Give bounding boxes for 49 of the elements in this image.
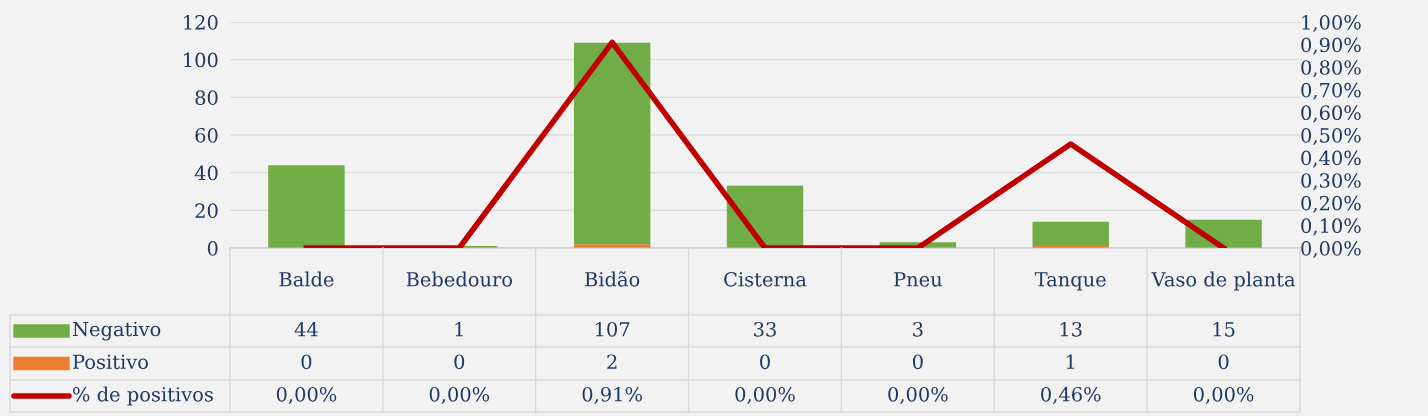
y-tick-label: 40: [194, 165, 218, 181]
legend-label: Negativo: [72, 321, 161, 341]
x-tick-label: Bidão: [585, 271, 640, 287]
data-label: 0: [454, 354, 465, 370]
y2-tick-label: 1,00%: [1302, 14, 1361, 33]
data-label: 0: [760, 354, 770, 370]
x-tick-label: Cisterna: [724, 271, 807, 287]
data-label: 0,91%: [582, 386, 642, 405]
data-label: 0: [301, 354, 312, 370]
data-label: 0,00%: [888, 386, 948, 405]
y-tick-label: 20: [195, 203, 218, 218]
x-tick-label: Pneu: [894, 272, 942, 287]
data-label: 2: [607, 354, 617, 369]
data-label: 0,00%: [735, 386, 795, 405]
y-tick-label: 0: [207, 240, 218, 256]
data-label: 13: [1060, 321, 1082, 337]
y-tick-label: 100: [184, 52, 218, 68]
data-label: 0,00%: [276, 386, 337, 405]
data-label: 0: [1218, 354, 1229, 370]
y2-tick-label: 0,00%: [1301, 240, 1361, 259]
x-tick-label: Tanque: [1034, 272, 1106, 291]
x-tick-label: Balde: [279, 271, 334, 287]
data-label: 15: [1213, 321, 1235, 337]
y2-tick-label: 0,10%: [1301, 218, 1361, 236]
y2-tick-label: 0,80%: [1301, 60, 1361, 78]
x-tick-label: Bebedouro: [406, 271, 513, 287]
y2-tick-label: 0,60%: [1301, 105, 1361, 123]
y2-tick-label: 0,90%: [1301, 37, 1361, 55]
data-label: 0: [912, 354, 923, 370]
y2-tick-label: 0,40%: [1301, 150, 1361, 168]
data-label: 33: [754, 321, 776, 337]
data-label: 0,00%: [1193, 386, 1254, 405]
x-tick-label: Vaso de planta: [1151, 271, 1296, 291]
data-label: 0,46%: [1041, 386, 1101, 405]
data-label: 3: [913, 321, 923, 337]
data-label: 1: [455, 321, 463, 337]
y2-tick-label: 0,30%: [1301, 173, 1361, 191]
data-label: 44: [294, 321, 318, 337]
y2-tick-label: 0,20%: [1301, 195, 1361, 213]
data-label: 0,00%: [429, 386, 490, 405]
data-label: 1: [1066, 354, 1075, 369]
legend-label: Positivo: [73, 354, 148, 370]
data-label: 107: [595, 321, 630, 337]
y-tick-label: 60: [195, 127, 218, 143]
y-tick-label: 80: [195, 90, 218, 105]
y-tick-label: 120: [184, 14, 218, 30]
y2-tick-label: 0,50%: [1301, 127, 1361, 146]
legend-label: % de positivos: [73, 386, 213, 406]
y2-tick-label: 0,70%: [1301, 82, 1361, 100]
